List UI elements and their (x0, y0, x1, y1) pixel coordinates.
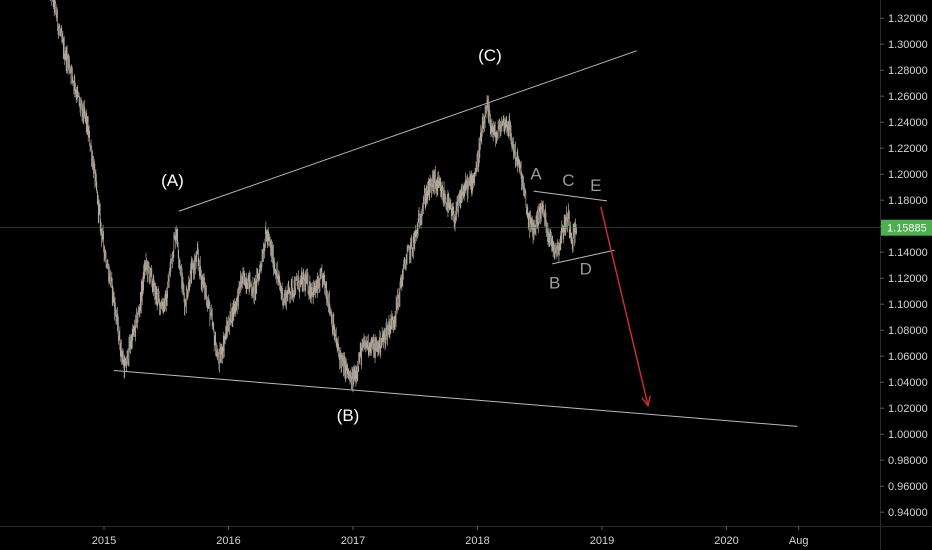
y-tick-label: 0.94000 (888, 507, 928, 519)
wave-label: D (580, 259, 592, 278)
upper-trendline[interactable] (178, 50, 638, 212)
wave-label: E (590, 176, 601, 195)
y-tick-label: 1.02000 (888, 403, 928, 415)
y-tick-label: 1.30000 (888, 39, 928, 51)
y-tick-label: 0.98000 (888, 455, 928, 467)
y-tick-label: 1.12000 (888, 273, 928, 285)
x-tick-label: 2019 (590, 535, 614, 547)
last-price-label: 1.15885 (887, 223, 927, 235)
x-tick-label: Aug (789, 535, 809, 547)
last-price-tag (881, 219, 932, 236)
x-axis[interactable]: 2015 2016 2017 2018 2019 2020 Aug (0, 526, 932, 547)
lower-trendline[interactable] (113, 370, 798, 427)
x-tick-label: 2018 (465, 535, 489, 547)
y-tick-label: 1.10000 (888, 299, 928, 311)
y-tick-label: 1.24000 (888, 117, 928, 129)
y-tick-label: 1.20000 (888, 169, 928, 181)
y-tick-label: 1.22000 (888, 143, 928, 155)
x-tick-label: 2015 (92, 535, 116, 547)
wave-label: (A) (161, 171, 184, 190)
triangle-upper-line[interactable] (533, 190, 608, 202)
y-tick-label: 1.06000 (888, 351, 928, 363)
y-tick-label: 1.26000 (888, 91, 928, 103)
triangle-lower-line[interactable] (552, 249, 615, 265)
projection-arrow[interactable] (600, 206, 649, 406)
y-tick-label: 1.00000 (888, 429, 928, 441)
y-tick-label: 1.04000 (888, 377, 928, 389)
x-tick-label: 2016 (216, 535, 240, 547)
y-tick-label: 0.96000 (888, 481, 928, 493)
wave-label: C (562, 171, 574, 190)
y-tick-label: 1.28000 (888, 65, 928, 77)
wave-label: (C) (478, 46, 502, 65)
plot-area[interactable] (48, 0, 577, 393)
y-tick-label: 1.18000 (888, 195, 928, 207)
projection-arrow-head-icon (641, 395, 651, 408)
y-tick-label: 1.32000 (888, 13, 928, 25)
y-axis[interactable]: 1.32000 1.30000 1.28000 1.26000 1.24000 1.220… (880, 0, 932, 550)
x-tick-label: 2017 (341, 535, 365, 547)
y-tick-label: 1.14000 (888, 247, 928, 259)
x-tick-label: 2020 (714, 535, 738, 547)
wave-label: B (549, 274, 560, 293)
wave-label: (B) (337, 406, 360, 425)
drawing-overlay: (A) (B) (C) A B C D E (0, 46, 880, 427)
wave-label: A (530, 164, 542, 183)
y-tick-label: 1.08000 (888, 325, 928, 337)
